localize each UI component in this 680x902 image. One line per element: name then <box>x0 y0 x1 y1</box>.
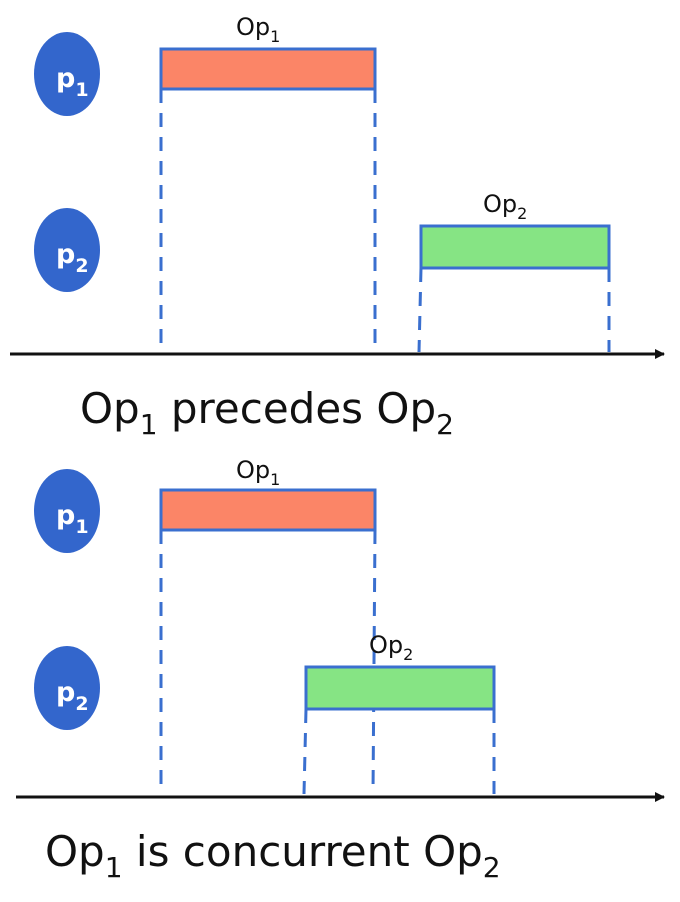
process-p1-node: p1 <box>34 32 100 116</box>
process-label: p1 <box>56 500 89 538</box>
process-circle <box>34 32 100 116</box>
operation-op2: Op2 <box>417 190 611 353</box>
process-label: p2 <box>56 677 89 715</box>
process-label: p2 <box>56 239 89 277</box>
end-dash-line <box>371 529 377 795</box>
start-dash-line <box>417 267 423 353</box>
process-circle <box>34 208 100 292</box>
caption: Op1 is concurrent Op2 <box>45 827 501 884</box>
operation-bar <box>159 47 377 91</box>
operation-bar <box>419 224 611 270</box>
operation-label: Op1 <box>236 456 280 489</box>
process-circle <box>34 646 100 730</box>
caption: Op1 precedes Op2 <box>80 384 454 441</box>
process-p2-node: p2 <box>34 208 100 292</box>
process-label: p1 <box>56 63 89 101</box>
operation-label: Op2 <box>483 190 527 223</box>
scenario-concurrent: p1 p2 Op1 Op2 Op1 is concurrent Op2 <box>16 456 665 884</box>
operation-bar <box>304 665 496 711</box>
scenario-precedes: p1 p2 Op1 Op2 Op1 precedes Op2 <box>10 13 665 441</box>
process-p1-node: p1 <box>34 469 100 553</box>
operation-op2: Op2 <box>302 631 496 795</box>
operation-bar <box>159 488 377 532</box>
operation-op1: Op1 <box>159 456 377 795</box>
start-dash-line <box>302 708 308 795</box>
operation-op1: Op1 <box>159 13 377 352</box>
operation-label: Op1 <box>236 13 280 46</box>
process-p2-node: p2 <box>34 646 100 730</box>
operation-label: Op2 <box>369 631 413 664</box>
process-circle <box>34 469 100 553</box>
